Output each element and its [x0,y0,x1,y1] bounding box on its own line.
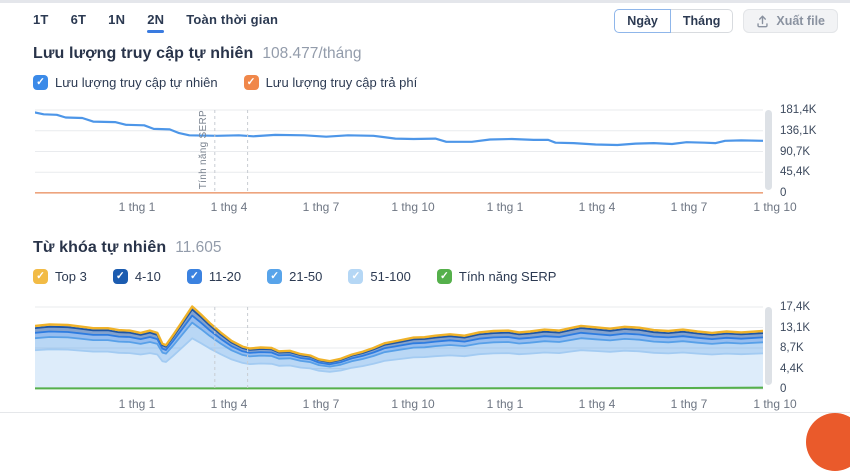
bottom-bar [0,412,850,425]
x-tick-label: 1 thg 7 [302,200,340,214]
legend-item-t-nh-n-ng-serp[interactable]: ✓ Tính năng SERP [436,269,557,284]
y-tick-label: 181,4K [780,104,817,116]
x-tick-label: 1 thg 1 [118,200,156,214]
range-tab-to-n-th-i-gian[interactable]: Toàn thời gian [186,10,278,33]
checkbox-icon[interactable]: ✓ [33,269,48,284]
date-range-tabs: 1T 6T 1N 2N Toàn thời gian [33,10,278,33]
x-tick-label: 1 thg 4 [578,200,616,214]
x-tick-label: 1 thg 7 [670,200,708,214]
x-tick-label: 1 thg 4 [578,397,616,411]
legend-item-51-100[interactable]: ✓ 51-100 [348,269,411,284]
organic-keywords-chart[interactable] [34,303,764,393]
organic-keywords-title: Từ khóa tự nhiên [33,239,167,256]
x-tick-label: 1 thg 1 [486,397,524,411]
legend-label: 11-20 [208,269,242,284]
traffic-legend: ✓ Lưu lượng truy cập tự nhiên ✓ Lưu lượng t… [33,75,417,90]
traffic-x-axis: 1 thg 1 1 thg 4 1 thg 7 1 thg 10 1 thg 1 1 th… [35,200,797,214]
x-tick-label: 1 thg 1 [486,200,524,214]
checkbox-icon[interactable]: ✓ [112,269,128,284]
x-tick-label: 1 thg 7 [670,397,708,411]
legend-label: 4-10 [134,269,161,284]
checkbox-icon[interactable]: ✓ [243,75,259,90]
checkbox-icon[interactable]: ✓ [33,75,48,90]
y-tick-label: 17,4K [780,301,811,313]
toolbar-right-controls: Ngày Tháng Xuất file [614,9,838,33]
range-tab-1n[interactable]: 1N [108,10,125,33]
granularity-ng-y[interactable]: Ngày [614,9,671,33]
granularity-toggle: Ngày Tháng [614,9,734,33]
toolbar: 1T 6T 1N 2N Toàn thời gian Ngày Tháng Xuất fi… [33,9,838,33]
x-tick-label: 1 thg 10 [391,200,435,214]
export-label: Xuất file [776,14,825,28]
legend-label: 51-100 [370,269,411,284]
y-tick-label: 0 [780,187,787,199]
checkbox-icon[interactable]: ✓ [436,269,452,284]
y-tick-label: 90,7K [780,146,811,158]
chart-scroll-handle[interactable] [765,307,772,385]
keywords-legend: ✓ Top 3 ✓ 4-10 ✓ 11-20 ✓ 21-50 ✓ 51-100 ✓ Tính năng… [33,269,556,284]
range-tab-2n[interactable]: 2N [147,10,165,33]
checkbox-icon[interactable]: ✓ [267,269,283,284]
legend-item-l-u-l-ng-truy-c-p-t-nhi-n[interactable]: ✓ Lưu lượng truy cập tự nhiên [33,75,218,90]
legend-item-11-20[interactable]: ✓ 11-20 [186,269,242,284]
export-icon [757,15,769,27]
organic-traffic-chart[interactable]: Tính năng SERP [33,106,765,198]
legend-label: 21-50 [289,269,323,284]
organic-traffic-header: Lưu lượng truy cập tự nhiên 108.477/thán… [33,45,362,63]
legend-item-4-10[interactable]: ✓ 4-10 [112,269,161,284]
y-tick-label: 4,4K [780,363,804,375]
legend-label: Top 3 [55,269,87,284]
x-tick-label: 1 thg 1 [118,397,156,411]
checkbox-icon[interactable]: ✓ [186,269,202,284]
legend-label: Lưu lượng truy cập trả phí [265,75,418,90]
granularity-th-ng[interactable]: Tháng [669,9,734,33]
y-tick-label: 45,4K [780,166,811,178]
checkbox-icon[interactable]: ✓ [348,269,364,284]
export-file-button[interactable]: Xuất file [743,9,838,33]
x-tick-label: 1 thg 4 [210,397,248,411]
chart-scroll-handle[interactable] [765,110,772,190]
organic-traffic-value: 108.477/tháng [262,45,362,62]
y-tick-label: 8,7K [780,342,804,354]
x-tick-label: 1 thg 10 [753,200,797,214]
x-tick-label: 1 thg 4 [210,200,248,214]
y-tick-label: 13,1K [780,322,811,334]
traffic-y-axis: 181,4K 136,1K 90,7K 45,4K 0 [780,104,842,199]
x-tick-label: 1 thg 10 [753,397,797,411]
x-tick-label: 1 thg 10 [391,397,435,411]
y-tick-label: 0 [780,383,787,395]
legend-label: Lưu lượng truy cập tự nhiên [55,75,218,90]
organic-traffic-title: Lưu lượng truy cập tự nhiên [33,45,254,62]
keywords-x-axis: 1 thg 1 1 thg 4 1 thg 7 1 thg 10 1 thg 1 1 th… [35,397,797,411]
range-tab-1t[interactable]: 1T [33,10,49,33]
legend-item-21-50[interactable]: ✓ 21-50 [267,269,322,284]
y-tick-label: 136,1K [780,125,817,137]
organic-keywords-header: Từ khóa tự nhiên 11.605 [33,239,221,257]
range-tab-6t[interactable]: 6T [71,10,87,33]
legend-label: Tính năng SERP [458,269,557,284]
legend-item-l-u-l-ng-truy-c-p-tr-ph[interactable]: ✓ Lưu lượng truy cập trả phí [243,75,418,90]
chat-button[interactable] [806,413,850,471]
organic-keywords-value: 11.605 [175,239,222,256]
top-edge-strip [0,0,850,3]
keywords-y-axis: 17,4K 13,1K 8,7K 4,4K 0 [780,301,842,395]
x-tick-label: 1 thg 7 [302,397,340,411]
legend-item-top-3[interactable]: ✓ Top 3 [33,269,87,284]
